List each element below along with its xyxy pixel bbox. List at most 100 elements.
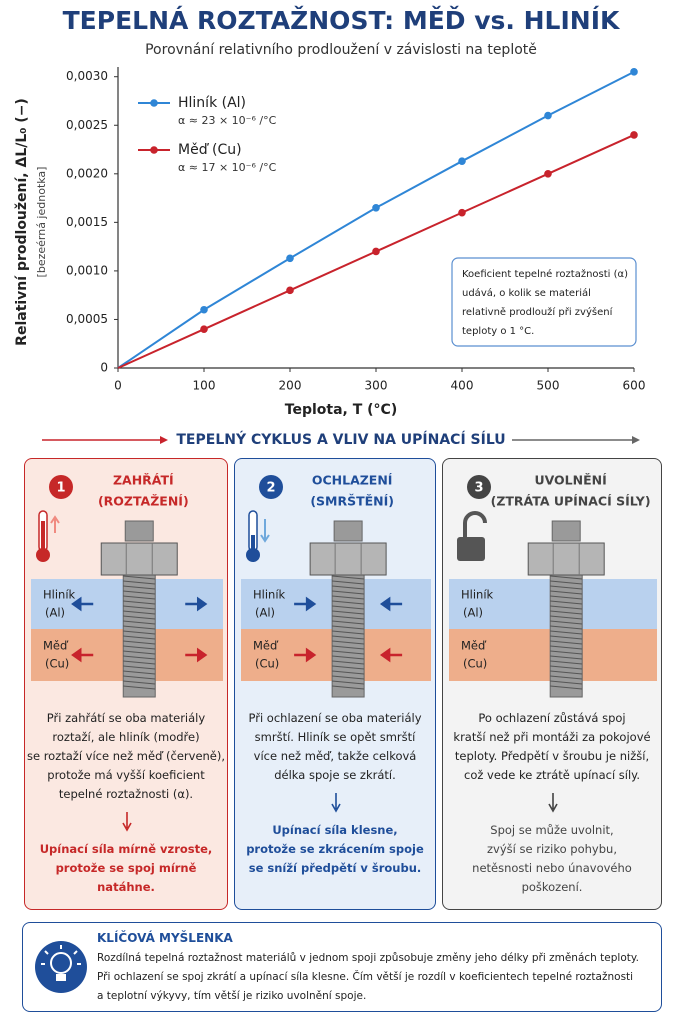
x-tick-label: 500	[537, 379, 560, 393]
conclusion-line: protože se spoj mírně natáhne.	[55, 861, 197, 894]
bolt-thread	[123, 650, 156, 655]
body-line: teploty. Předpětí v šroubu je nižší,	[454, 749, 650, 763]
annotation-text: udává, o kolik se materiál	[462, 287, 591, 299]
chart-title: TEPELNÁ ROZTAŽNOST: MĚĎ vs. HLINÍK	[63, 6, 621, 35]
bolt-thread	[550, 600, 583, 605]
bolt-thread	[332, 585, 365, 590]
conclusion-line: Spoj se může uvolnit,	[490, 823, 614, 837]
legend-label: Hliník (Al)	[178, 95, 246, 111]
down-arrow	[548, 793, 558, 813]
force-arrow	[294, 596, 317, 612]
bolt-thread	[550, 655, 583, 660]
x-tick-label: 300	[365, 379, 388, 393]
bolt-thread	[123, 575, 156, 580]
bolt-thread	[123, 605, 156, 610]
data-point	[630, 68, 638, 76]
bolt-thread	[332, 615, 365, 620]
y-tick-label: 0,0030	[66, 69, 108, 83]
down-arrow-shape	[548, 793, 558, 813]
panel-conclusion: Upínací síla klesne, protože se zkrácením…	[235, 821, 435, 878]
thermometer-fill	[41, 521, 45, 555]
bolt-thread	[332, 625, 365, 630]
layer-label: (Al)	[45, 606, 65, 620]
conclusion-line: netěsnosti nebo únavového	[472, 861, 632, 875]
data-point	[372, 247, 380, 256]
bolt-thread	[550, 660, 583, 665]
bolt-thread	[550, 595, 583, 600]
bolt-thread	[550, 670, 583, 675]
data-point	[458, 208, 466, 217]
bolt-thread	[550, 635, 583, 640]
conclusion-line: zvýší se riziko pohybu,	[487, 842, 617, 856]
bolt-thread	[123, 615, 156, 620]
y-tick-label: 0,0015	[66, 215, 108, 229]
layer-label: Měď	[43, 639, 69, 653]
bolt-thread	[123, 580, 156, 585]
step-number: 1	[56, 481, 65, 496]
annotation-text: teploty o 1 °C.	[462, 326, 534, 337]
bolt-thread	[123, 590, 156, 595]
bolt-thread	[550, 575, 583, 580]
bolt-thread	[550, 630, 583, 635]
bolt-thread	[550, 585, 583, 590]
y-axis-label: Relativní prodloužení, ΔL/L₀ (−)	[14, 98, 30, 346]
key-text: Rozdílná tepelná roztažnost materiálů v …	[97, 949, 639, 1006]
chart: TEPELNÁ ROZTAŽNOST: MĚĎ vs. HLINÍK Porov…	[14, 6, 646, 448]
data-point	[372, 203, 380, 212]
bolt-thread	[123, 625, 156, 630]
bolt-thread	[332, 645, 365, 650]
force-arrow	[185, 596, 208, 612]
layer-label: Hliník	[461, 588, 494, 602]
bolt-thread	[550, 610, 583, 615]
bolt-thread	[550, 605, 583, 610]
data-point	[200, 305, 208, 314]
panel-graphic: 2 OCHLAZENÍ (SMRŠTĚNÍ) Hliník (Al) Měď (Cu)	[241, 473, 431, 698]
force-arrow	[379, 647, 403, 663]
bolt-thread	[332, 680, 365, 685]
layer-label: Hliník	[43, 588, 76, 602]
bolt-thread	[550, 645, 583, 650]
bolt-tip	[124, 520, 154, 542]
y-tick-label: 0,0010	[66, 263, 108, 277]
key-idea: KLÍČOVÁ MYŠLENKA Rozdílná tepelná roztaž…	[22, 922, 662, 1012]
step-number: 3	[474, 481, 483, 496]
layer-label: Měď	[461, 639, 487, 653]
data-point	[200, 325, 208, 333]
bolt-thread	[550, 590, 583, 595]
layer-label: (Cu)	[45, 657, 69, 671]
bolt-thread	[123, 610, 156, 615]
down-arrow-shape	[331, 793, 341, 813]
bolt-thread	[550, 675, 583, 680]
bolt-thread	[123, 675, 156, 680]
panel-body: Při ochlazení se oba materiály smrští. Hl…	[235, 709, 435, 785]
bolt-nut	[527, 542, 605, 576]
bolt-thread	[332, 600, 365, 605]
key-line: Rozdílná tepelná roztažnost materiálů v …	[97, 952, 639, 964]
x-tick-label: 200	[279, 379, 302, 393]
body-line: což vede ke ztrátě upínací síly.	[464, 768, 640, 782]
bolt-thread	[123, 655, 156, 660]
bolt-thread	[550, 665, 583, 670]
bolt-thread	[550, 625, 583, 630]
body-line: protože má vyšší koeficient	[47, 768, 205, 782]
thermometer-fill	[251, 535, 255, 555]
body-line: Po ochlazení zůstává spoj	[478, 711, 626, 725]
bolt-thread	[550, 680, 583, 685]
legend-marker	[150, 146, 158, 154]
bolt-thread	[332, 670, 365, 675]
body-line: se roztaží více než měď (červeně),	[26, 749, 226, 763]
panel-title: OCHLAZENÍ	[312, 473, 393, 488]
body-line: více než měď, takže celková	[253, 749, 417, 763]
layer-label: (Cu)	[463, 657, 487, 671]
panel-graphic: 1 ZAHŘÁTÍ (ROZTAŽENÍ) Hliník (Al) Měď (Cu)	[31, 473, 223, 698]
bolt-nut	[309, 542, 387, 576]
bolt-thread	[332, 575, 365, 580]
bolt-thread	[123, 630, 156, 635]
x-axis-label: Teplota, T (°C)	[285, 402, 397, 418]
bolt-thread	[332, 640, 365, 645]
bolt-thread	[123, 670, 156, 675]
bolt-thread	[550, 580, 583, 585]
bolt-thread	[332, 655, 365, 660]
x-tick-label: 600	[623, 379, 646, 393]
bolt-thread	[332, 685, 365, 690]
